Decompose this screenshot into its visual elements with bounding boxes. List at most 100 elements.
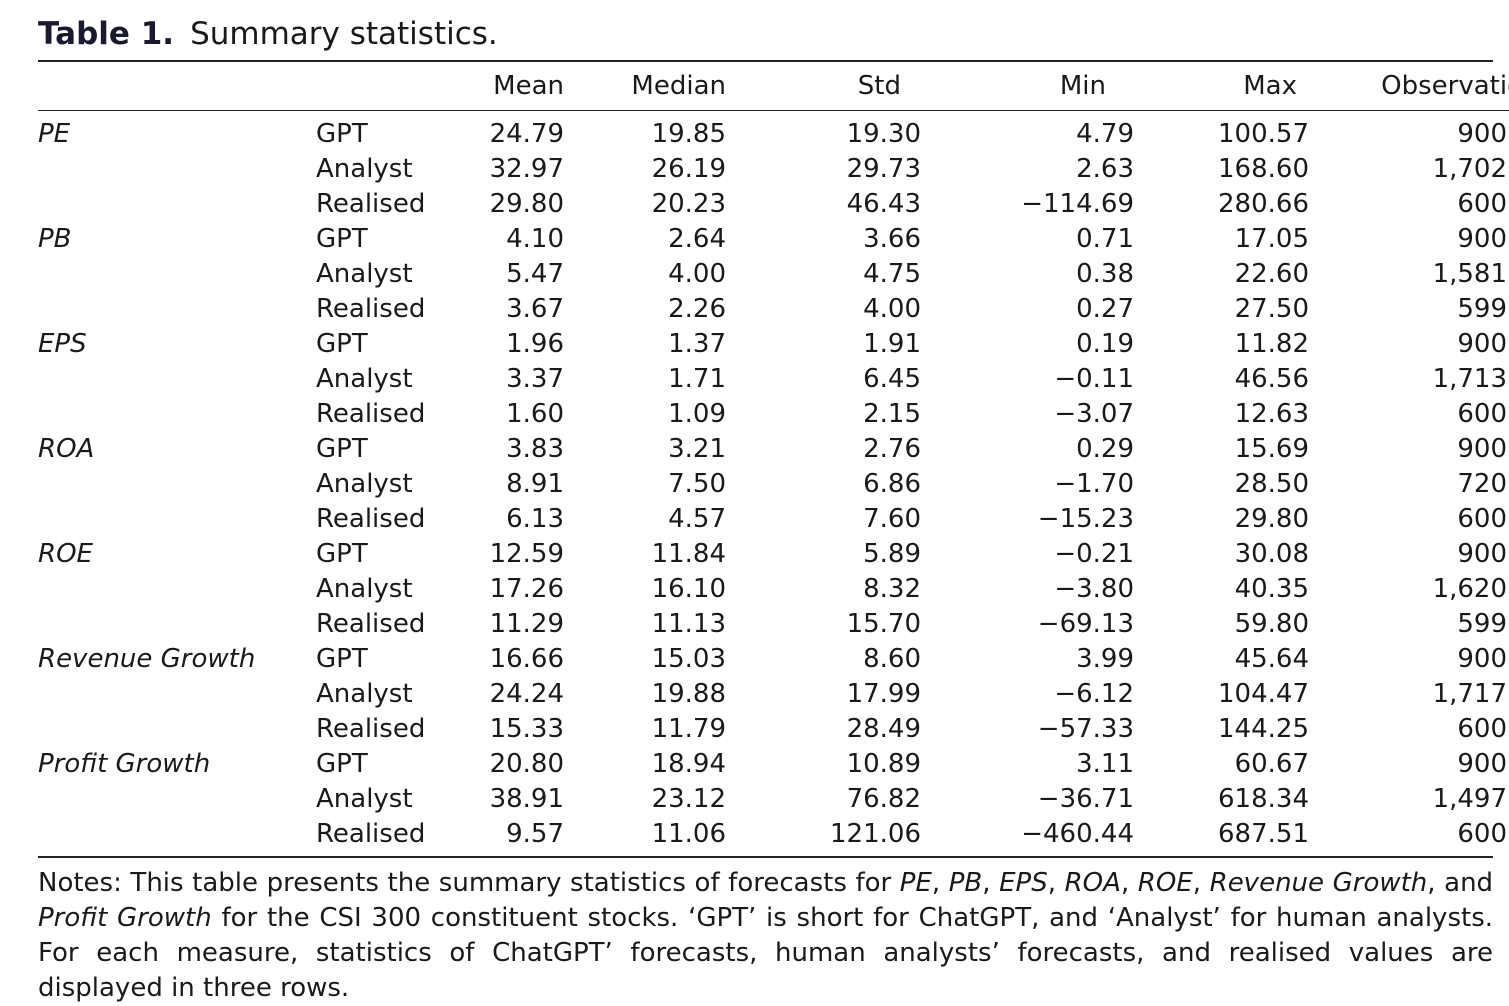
cell-mean: 5.47 — [506, 259, 564, 289]
cell-median: 2.64 — [668, 224, 726, 254]
cell-max: 280.66 — [1218, 189, 1309, 219]
table-row: Realised 29.80 20.23 46.43 −114.69 280.66 600 — [38, 187, 1509, 222]
cell-measure — [38, 712, 316, 747]
cell-median: 11.84 — [651, 539, 726, 569]
table-row: Analyst 32.97 26.19 29.73 2.63 168.60 1,702 — [38, 152, 1509, 187]
cell-mean: 24.24 — [489, 679, 564, 709]
cell-observations: 1,620 — [1432, 574, 1507, 604]
notes-italic-term: Revenue Growth — [1209, 868, 1428, 898]
cell-max: 46.56 — [1234, 364, 1309, 394]
cell-min: −69.13 — [1037, 609, 1134, 639]
cell-max: 168.60 — [1218, 154, 1309, 184]
cell-max: 29.80 — [1234, 504, 1309, 534]
table-body: PE GPT 24.79 19.85 19.30 4.79 100.57 900 Analyst… — [38, 110, 1509, 857]
cell-measure: PE — [38, 119, 71, 149]
cell-std: 29.73 — [846, 154, 921, 184]
cell-source: Analyst — [316, 784, 413, 814]
header-measure — [38, 62, 316, 111]
cell-measure — [38, 817, 316, 852]
cell-observations: 1,717 — [1432, 679, 1507, 709]
table-row: Analyst 24.24 19.88 17.99 −6.12 104.47 1,717 — [38, 677, 1509, 712]
cell-std: 76.82 — [846, 784, 921, 814]
table-row: Realised 6.13 4.57 7.60 −15.23 29.80 600 — [38, 502, 1509, 537]
cell-median: 7.50 — [668, 469, 726, 499]
cell-source: Analyst — [316, 259, 413, 289]
cell-source: Analyst — [316, 469, 413, 499]
cell-std: 6.45 — [863, 364, 921, 394]
cell-mean: 3.83 — [506, 434, 564, 464]
cell-mean: 16.66 — [489, 644, 564, 674]
table-figure: Table 1. Summary statistics. Mean Median … — [38, 12, 1509, 1006]
cell-observations: 900 — [1457, 329, 1507, 359]
cell-std: 17.99 — [846, 679, 921, 709]
cell-source: Analyst — [316, 154, 413, 184]
cell-source: GPT — [316, 749, 368, 779]
cell-measure — [38, 782, 316, 817]
cell-observations: 900 — [1457, 224, 1507, 254]
table-row: ROE GPT 12.59 11.84 5.89 −0.21 30.08 900 — [38, 537, 1509, 572]
table-notes: Notes: This table presents the summary s… — [38, 866, 1493, 1006]
cell-measure: ROE — [38, 539, 93, 569]
table-row: Realised 1.60 1.09 2.15 −3.07 12.63 600 — [38, 397, 1509, 432]
header-rule — [38, 110, 1509, 117]
table-row: EPS GPT 1.96 1.37 1.91 0.19 11.82 900 — [38, 327, 1509, 362]
cell-median: 15.03 — [651, 644, 726, 674]
cell-measure — [38, 362, 316, 397]
cell-median: 11.06 — [651, 819, 726, 849]
cell-min: −460.44 — [1021, 819, 1134, 849]
cell-std: 10.89 — [846, 749, 921, 779]
header-rule-row — [38, 110, 1509, 117]
notes-text: , — [1192, 868, 1210, 898]
cell-observations: 900 — [1457, 434, 1507, 464]
cell-median: 23.12 — [651, 784, 726, 814]
cell-std: 8.60 — [863, 644, 921, 674]
cell-source: GPT — [316, 329, 368, 359]
cell-median: 20.23 — [651, 189, 726, 219]
cell-std: 2.15 — [863, 399, 921, 429]
cell-min: 2.63 — [1076, 154, 1134, 184]
cell-median: 4.00 — [668, 259, 726, 289]
header-observations: Observations — [1381, 71, 1509, 101]
cell-measure — [38, 677, 316, 712]
table-row: PB GPT 4.10 2.64 3.66 0.71 17.05 900 — [38, 222, 1509, 257]
cell-min: −114.69 — [1021, 189, 1134, 219]
cell-mean: 12.59 — [489, 539, 564, 569]
notes-italic-term: EPS — [999, 868, 1048, 898]
cell-measure: EPS — [38, 329, 87, 359]
cell-observations: 600 — [1457, 819, 1507, 849]
cell-mean: 4.10 — [506, 224, 564, 254]
cell-measure — [38, 292, 316, 327]
cell-mean: 24.79 — [489, 119, 564, 149]
cell-mean: 11.29 — [489, 609, 564, 639]
cell-min: −6.12 — [1054, 679, 1134, 709]
cell-min: 3.11 — [1076, 749, 1134, 779]
notes-text: , — [931, 868, 949, 898]
cell-min: 3.99 — [1076, 644, 1134, 674]
cell-mean: 8.91 — [506, 469, 564, 499]
cell-std: 5.89 — [863, 539, 921, 569]
cell-min: −57.33 — [1037, 714, 1134, 744]
cell-mean: 1.96 — [506, 329, 564, 359]
cell-measure — [38, 467, 316, 502]
cell-min: −3.80 — [1054, 574, 1134, 604]
cell-source: GPT — [316, 539, 368, 569]
cell-measure — [38, 257, 316, 292]
cell-median: 2.26 — [668, 294, 726, 324]
cell-median: 11.13 — [651, 609, 726, 639]
cell-mean: 9.57 — [506, 819, 564, 849]
header-row: Mean Median Std Min Max Observations — [38, 62, 1509, 111]
notes-text: , — [1047, 868, 1065, 898]
cell-min: −15.23 — [1037, 504, 1134, 534]
cell-std: 4.00 — [863, 294, 921, 324]
cell-median: 1.37 — [668, 329, 726, 359]
cell-source: GPT — [316, 644, 368, 674]
cell-observations: 600 — [1457, 399, 1507, 429]
cell-std: 15.70 — [846, 609, 921, 639]
cell-max: 27.50 — [1234, 294, 1309, 324]
header-min: Min — [1059, 71, 1106, 101]
cell-min: 0.71 — [1076, 224, 1134, 254]
cell-observations: 1,702 — [1432, 154, 1507, 184]
table-row: PE GPT 24.79 19.85 19.30 4.79 100.57 900 — [38, 117, 1509, 152]
table-row: Realised 15.33 11.79 28.49 −57.33 144.25 600 — [38, 712, 1509, 747]
cell-source: GPT — [316, 119, 368, 149]
